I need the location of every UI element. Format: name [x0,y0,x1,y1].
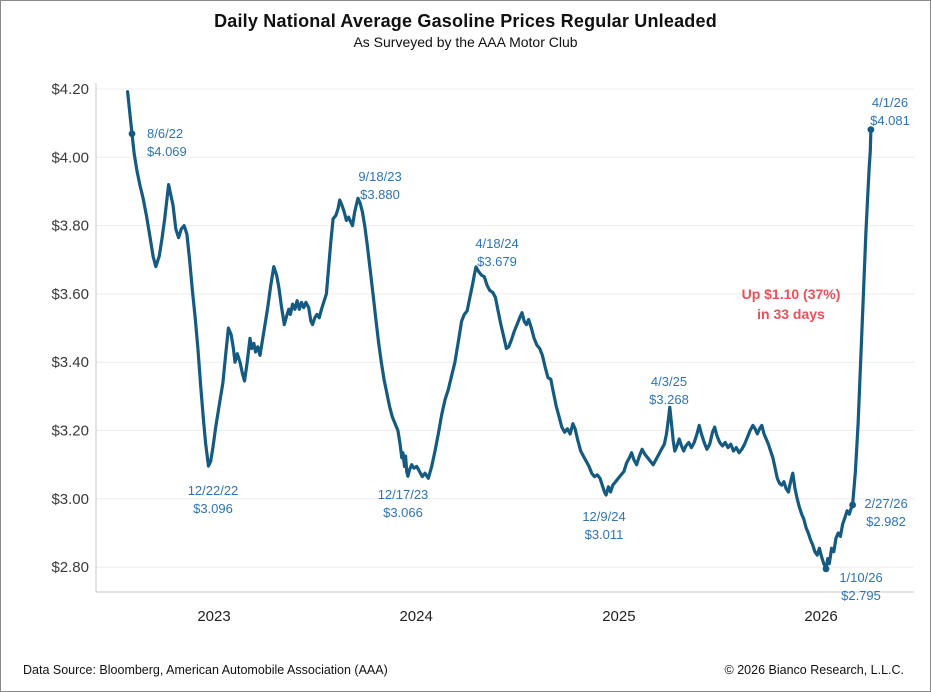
annotation-price-label: $4.069 [147,144,187,159]
annotation-date-label: 8/6/22 [147,126,183,141]
price-change-callout: in 33 days [757,306,825,322]
annotation-price-label: $3.096 [193,501,233,516]
annotation-date-label: 4/1/26 [872,95,908,110]
data-source-text: Data Source: Bloomberg, American Automob… [23,663,388,677]
annotation-date-label: 12/9/24 [582,509,625,524]
y-axis-tick-label: $4.00 [51,149,89,166]
chart-footer: Data Source: Bloomberg, American Automob… [1,663,930,677]
price-change-callout: Up $1.10 (37%) [742,286,841,302]
copyright-text: © 2026 Bianco Research, L.L.C. [724,663,904,677]
annotation-price-label: $3.880 [360,187,400,202]
x-axis-tick-label: 2026 [804,608,837,625]
chart-subtitle: As Surveyed by the AAA Motor Club [353,34,578,50]
x-axis-tick-label: 2023 [197,608,230,625]
data-point-marker [867,126,875,134]
x-axis-tick-label: 2025 [602,608,635,625]
annotation-date-label: 12/17/23 [378,487,429,502]
price-line-series [126,90,873,571]
annotation-price-label: $2.795 [841,588,881,603]
y-axis-tick-label: $4.20 [51,81,89,98]
y-axis-tick-label: $3.00 [51,491,89,508]
data-point-marker [128,130,136,138]
annotation-price-label: $3.066 [383,505,423,520]
y-axis-tick-label: $2.80 [51,559,89,576]
annotation-price-label: $3.268 [649,392,689,407]
annotation-date-label: 4/3/25 [651,374,687,389]
annotation-date-label: 12/22/22 [188,483,239,498]
annotation-price-label: $3.011 [585,527,624,542]
annotation-price-label: $4.081 [870,113,910,128]
chart-title: Daily National Average Gasoline Prices R… [214,11,717,31]
y-axis-tick-label: $3.40 [51,354,89,371]
data-point-marker [822,565,830,573]
annotation-date-label: 9/18/23 [358,169,401,184]
annotation-date-label: 2/27/26 [864,496,907,511]
annotation-date-label: 4/18/24 [475,236,518,251]
annotation-date-label: 1/10/26 [839,570,882,585]
data-point-marker [849,501,857,509]
annotation-price-label: $3.679 [477,254,517,269]
x-axis-tick-label: 2024 [399,608,432,625]
y-axis-tick-label: $3.80 [51,218,89,235]
y-axis-tick-label: $3.20 [51,423,89,440]
annotation-price-label: $2.982 [866,514,906,529]
y-axis-tick-label: $3.60 [51,286,89,303]
